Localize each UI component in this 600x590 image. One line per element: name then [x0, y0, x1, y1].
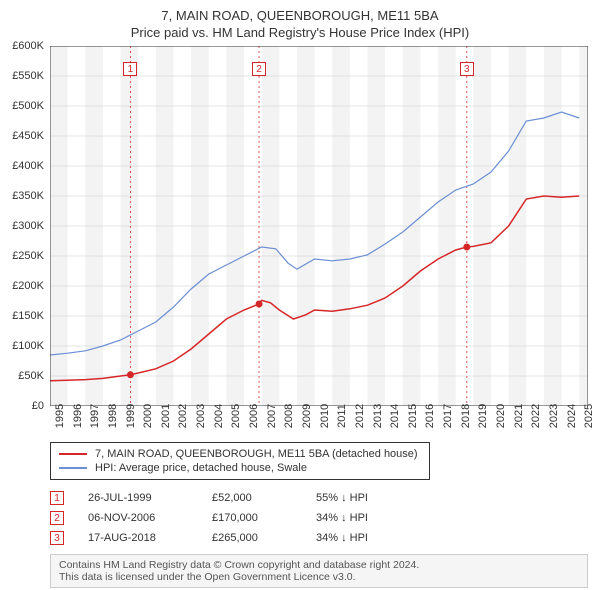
chart-svg	[50, 46, 588, 406]
x-axis-tick-label: 2010	[319, 404, 331, 428]
sale-marker-badge: 3	[460, 62, 474, 76]
legend-box: 7, MAIN ROAD, QUEENBOROUGH, ME11 5BA (de…	[50, 442, 430, 480]
legend-label: 7, MAIN ROAD, QUEENBOROUGH, ME11 5BA (de…	[95, 448, 418, 460]
y-axis-tick-label: £550K	[0, 70, 44, 82]
x-axis-tick-label: 2022	[530, 404, 542, 428]
x-axis-tick-label: 2009	[301, 404, 313, 428]
x-axis-tick-label: 2012	[354, 404, 366, 428]
x-axis-tick-label: 2011	[336, 404, 348, 428]
y-axis-tick-label: £500K	[0, 100, 44, 112]
x-axis-tick-label: 2000	[142, 404, 154, 428]
x-axis-tick-label: 1996	[72, 404, 84, 428]
x-axis-tick-label: 2025	[583, 404, 595, 428]
sale-marker-badge: 3	[50, 531, 64, 545]
footer-box: Contains HM Land Registry data © Crown c…	[50, 554, 588, 588]
x-axis-tick-label: 2017	[442, 404, 454, 428]
sale-row: 3 17-AUG-2018 £265,000 34% ↓ HPI	[50, 528, 590, 548]
sale-hpi-delta: 34% ↓ HPI	[316, 512, 406, 524]
x-axis-tick-label: 2007	[266, 404, 278, 428]
sale-price: £170,000	[212, 512, 292, 524]
x-axis-tick-label: 2023	[548, 404, 560, 428]
legend-item: HPI: Average price, detached house, Swal…	[59, 461, 421, 475]
sale-row: 2 06-NOV-2006 £170,000 34% ↓ HPI	[50, 508, 590, 528]
chart-title: 7, MAIN ROAD, QUEENBOROUGH, ME11 5BA	[10, 8, 590, 23]
sale-hpi-delta: 34% ↓ HPI	[316, 532, 406, 544]
x-axis-tick-label: 2019	[477, 404, 489, 428]
legend-swatch	[59, 453, 87, 455]
legend-item: 7, MAIN ROAD, QUEENBOROUGH, ME11 5BA (de…	[59, 447, 421, 461]
x-axis-tick-label: 2001	[160, 404, 172, 428]
x-axis-tick-label: 2006	[248, 404, 260, 428]
y-axis-tick-label: £400K	[0, 160, 44, 172]
y-axis-tick-label: £200K	[0, 280, 44, 292]
x-axis-tick-label: 2008	[283, 404, 295, 428]
x-axis-tick-label: 2020	[495, 404, 507, 428]
y-axis-tick-label: £150K	[0, 310, 44, 322]
footer-text: This data is licensed under the Open Gov…	[59, 571, 579, 583]
x-axis-tick-label: 2024	[566, 404, 578, 428]
x-axis-tick-label: 2015	[407, 404, 419, 428]
x-axis-tick-label: 2018	[460, 404, 472, 428]
legend-swatch	[59, 467, 87, 469]
sales-table: 1 26-JUL-1999 £52,000 55% ↓ HPI 2 06-NOV-2006…	[50, 488, 590, 548]
x-axis-tick-label: 2016	[424, 404, 436, 428]
sale-marker-badge: 1	[50, 491, 64, 505]
chart-container: 7, MAIN ROAD, QUEENBOROUGH, ME11 5BA Pri…	[0, 0, 600, 590]
y-axis-tick-label: £100K	[0, 340, 44, 352]
sale-price: £265,000	[212, 532, 292, 544]
x-axis-tick-label: 1995	[54, 404, 66, 428]
y-axis-tick-label: £350K	[0, 190, 44, 202]
sale-price: £52,000	[212, 492, 292, 504]
x-axis-tick-label: 1998	[107, 404, 119, 428]
sale-date: 17-AUG-2018	[88, 532, 188, 544]
sale-row: 1 26-JUL-1999 £52,000 55% ↓ HPI	[50, 488, 590, 508]
y-axis-tick-label: £300K	[0, 220, 44, 232]
y-axis-tick-label: £50K	[0, 370, 44, 382]
y-axis-tick-label: £600K	[0, 40, 44, 52]
x-axis-tick-label: 1999	[125, 404, 137, 428]
chart-plot-area: £0£50K£100K£150K£200K£250K£300K£350K£400…	[50, 46, 588, 406]
sale-marker-badge: 2	[252, 62, 266, 76]
x-axis-tick-label: 2013	[372, 404, 384, 428]
x-axis-tick-label: 2014	[389, 404, 401, 428]
y-axis-tick-label: £450K	[0, 130, 44, 142]
sale-date: 26-JUL-1999	[88, 492, 188, 504]
sale-date: 06-NOV-2006	[88, 512, 188, 524]
x-axis-tick-label: 2002	[177, 404, 189, 428]
x-axis-tick-label: 1997	[89, 404, 101, 428]
sale-marker-badge: 1	[123, 62, 137, 76]
legend-label: HPI: Average price, detached house, Swal…	[95, 462, 307, 474]
x-axis-tick-label: 2003	[195, 404, 207, 428]
footer-text: Contains HM Land Registry data © Crown c…	[59, 559, 579, 571]
x-axis-tick-label: 2004	[213, 404, 225, 428]
sale-hpi-delta: 55% ↓ HPI	[316, 492, 406, 504]
x-axis-tick-label: 2021	[513, 404, 525, 428]
sale-marker-badge: 2	[50, 511, 64, 525]
x-axis-tick-label: 2005	[230, 404, 242, 428]
chart-subtitle: Price paid vs. HM Land Registry's House …	[10, 25, 590, 40]
y-axis-tick-label: £0	[0, 400, 44, 412]
y-axis-tick-label: £250K	[0, 250, 44, 262]
